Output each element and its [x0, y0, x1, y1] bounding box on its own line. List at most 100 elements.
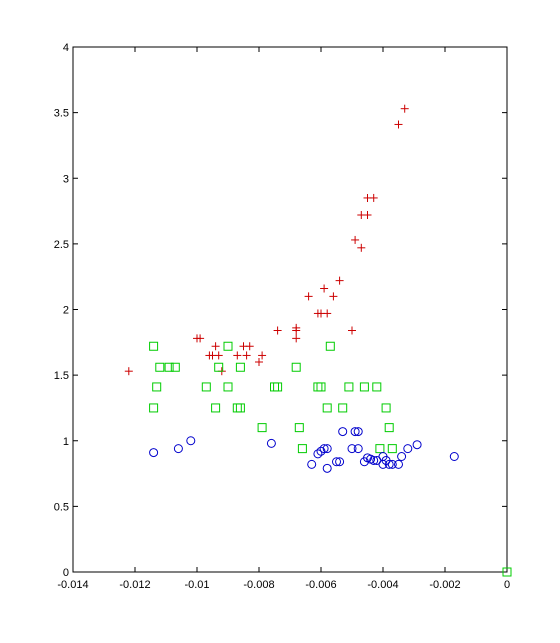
square-point: [149, 341, 159, 351]
plus-point: [363, 211, 372, 219]
plus-point: [394, 120, 403, 129]
circle-point: [412, 440, 422, 450]
plus-point: [323, 309, 332, 318]
circle-point: [353, 427, 363, 437]
plus-point: [255, 358, 263, 366]
plot-frame: [72, 46, 508, 573]
square-point: [152, 382, 162, 392]
square-point: [387, 444, 397, 454]
square-point: [291, 362, 301, 372]
plus-point: [258, 351, 267, 360]
x-tick-label: -0.004: [367, 579, 398, 591]
y-tick-label: 3.5: [54, 108, 69, 120]
square-point: [170, 362, 180, 372]
square-point: [375, 444, 385, 454]
square-point: [223, 382, 233, 392]
square-point: [270, 382, 279, 392]
plus-point: [335, 276, 344, 285]
x-tick-label: -0.002: [429, 579, 460, 591]
plus-point: [320, 284, 329, 293]
square-point: [344, 382, 354, 392]
circle-point: [347, 444, 357, 454]
square-point: [232, 403, 242, 413]
square-point: [155, 362, 165, 372]
circle-point: [322, 463, 332, 473]
circle-point: [319, 444, 329, 454]
plus-point: [242, 351, 251, 360]
square-point: [201, 382, 211, 392]
square-point: [214, 362, 224, 372]
y-tick-label: 0: [63, 567, 69, 579]
square-point: [257, 423, 267, 433]
plus-point: [357, 243, 366, 252]
square-point: [325, 341, 335, 351]
plus-point: [369, 193, 378, 202]
square-point: [273, 382, 283, 392]
circle-point: [335, 457, 345, 467]
circle-point: [266, 438, 276, 448]
plus-point: [233, 351, 242, 360]
square-point: [313, 382, 323, 392]
y-tick-label: 3: [63, 173, 69, 185]
series-square: [149, 341, 512, 577]
circle-point: [369, 455, 379, 465]
circle-point: [316, 446, 326, 456]
plus-point: [292, 323, 301, 332]
y-axis-ticks: 0 0.5 1 1.5 2 2.5 3 3.5 4: [54, 42, 507, 579]
circle-point: [338, 427, 348, 437]
square-point: [316, 382, 326, 392]
y-tick-label: 0.5: [54, 501, 69, 513]
x-tick-label: 0: [504, 579, 510, 591]
circle-point: [384, 459, 394, 469]
y-tick-label: 1.5: [54, 370, 69, 382]
circle-point: [353, 444, 363, 454]
series-plus: [124, 104, 409, 376]
y-tick-label: 4: [63, 42, 69, 54]
circle-point: [307, 459, 317, 469]
x-tick-label: -0.014: [57, 579, 88, 591]
x-tick-label: -0.006: [305, 579, 336, 591]
circle-point: [332, 457, 341, 467]
square-point: [235, 403, 245, 413]
y-tick-label: 1: [63, 436, 69, 448]
plus-point: [348, 326, 356, 335]
square-point: [223, 341, 233, 351]
x-tick-label: -0.012: [119, 579, 150, 591]
x-tick-label: -0.008: [243, 579, 274, 591]
plus-point: [245, 342, 254, 351]
square-point: [338, 403, 348, 413]
plus-point: [196, 334, 205, 343]
circle-point: [173, 444, 183, 454]
square-point: [164, 362, 174, 372]
plus-point: [304, 292, 313, 301]
circle-point: [186, 436, 196, 446]
y-tick-label: 2.5: [54, 239, 69, 251]
circle-point: [403, 444, 413, 454]
circle-point: [394, 459, 403, 469]
x-axis-ticks: -0.014 -0.012 -0.01 -0.008 -0.006 -0.004 -0.00…: [57, 47, 510, 591]
data-points: [124, 104, 512, 577]
square-point: [149, 403, 159, 413]
circle-point: [322, 444, 332, 454]
square-point: [372, 382, 382, 392]
square-point: [235, 362, 245, 372]
circle-point: [350, 427, 360, 437]
series-circle: [149, 427, 459, 473]
circle-point: [313, 449, 323, 459]
plus-point: [292, 334, 301, 343]
y-tick-label: 2: [63, 305, 69, 317]
square-point: [322, 403, 332, 413]
plus-point: [351, 235, 360, 244]
circle-point: [387, 459, 397, 469]
square-point: [384, 423, 394, 433]
square-point: [381, 403, 391, 413]
plus-point: [214, 351, 223, 360]
circle-point: [149, 448, 159, 458]
plus-point: [124, 367, 133, 376]
square-point: [297, 444, 307, 454]
square-point: [502, 567, 512, 577]
x-tick-label: -0.01: [184, 579, 209, 591]
square-point: [211, 403, 221, 413]
axes: [72, 46, 508, 573]
